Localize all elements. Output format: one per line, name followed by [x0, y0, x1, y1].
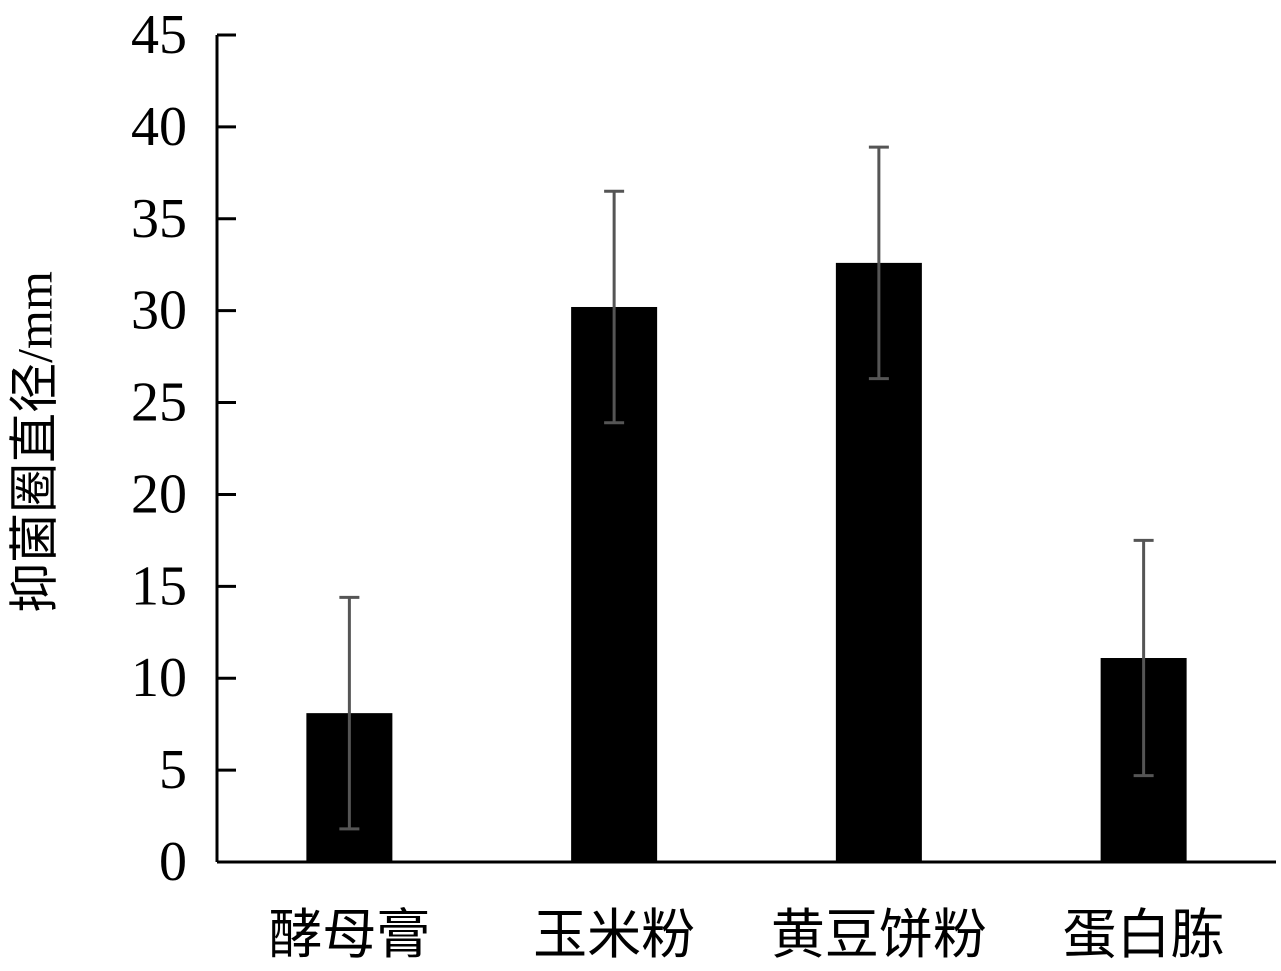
y-tick-label: 0	[159, 831, 187, 893]
y-tick-label: 25	[131, 372, 187, 434]
y-tick-label: 40	[131, 96, 187, 158]
axes	[215, 35, 1276, 864]
x-tick-label: 黄豆饼粉	[771, 905, 987, 965]
y-tick-label: 15	[131, 555, 187, 617]
x-tick-label: 蛋白胨	[1063, 905, 1225, 965]
x-tick-label: 玉米粉	[533, 905, 695, 965]
y-axis-title: 抑菌圈直径/mm	[6, 271, 62, 613]
y-ticks: 0 5 10 15 20 25 30 35 40 45	[131, 4, 236, 893]
y-axis-title-group: 抑菌圈直径/mm	[6, 271, 62, 613]
y-tick-label: 20	[131, 463, 187, 525]
error-bars	[339, 145, 1154, 831]
y-tick-label: 10	[131, 647, 187, 709]
bars	[306, 262, 1187, 863]
y-tick-label: 30	[131, 280, 187, 342]
y-tick-label: 35	[131, 188, 187, 250]
y-tick-label: 45	[131, 4, 187, 66]
x-tick-label: 酵母膏	[268, 905, 430, 965]
y-tick-label: 5	[159, 739, 187, 801]
x-labels: 酵母膏 玉米粉 黄豆饼粉 蛋白胨	[268, 905, 1224, 965]
